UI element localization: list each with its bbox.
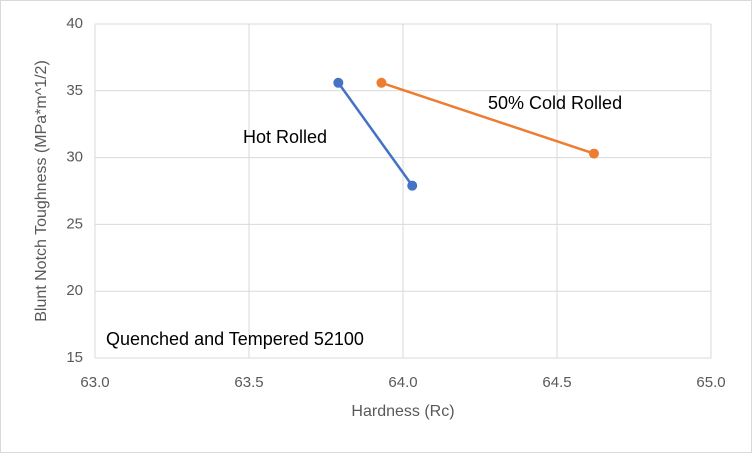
y-tick-label: 35	[66, 82, 83, 99]
series-label: Hot Rolled	[243, 127, 327, 147]
x-tick-label: 65.0	[696, 374, 725, 391]
data-point	[333, 77, 344, 88]
x-tick-label: 64.0	[388, 374, 417, 391]
series-label: 50% Cold Rolled	[488, 93, 622, 113]
x-tick-label: 63.5	[234, 374, 263, 391]
data-point	[588, 148, 599, 159]
series-line	[337, 82, 414, 187]
x-axis-label: Hardness (Rc)	[351, 403, 454, 420]
x-tick-label: 63.0	[80, 374, 109, 391]
x-tick-label: 64.5	[542, 374, 571, 391]
y-tick-label: 25	[66, 215, 83, 232]
data-point	[407, 180, 418, 191]
y-tick-label: 20	[66, 282, 83, 299]
y-tick-label: 40	[66, 15, 83, 32]
y-axis-label: Blunt Notch Toughness (MPa*m^1/2)	[33, 60, 50, 322]
y-tick-label: 15	[66, 349, 83, 366]
annotation: Quenched and Tempered 52100	[106, 329, 364, 349]
data-point	[376, 77, 387, 88]
series-line	[381, 81, 595, 155]
y-tick-label: 30	[66, 149, 83, 166]
